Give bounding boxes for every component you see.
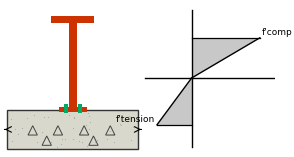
Bar (78, 104, 82, 113)
Bar (59, 107, 87, 112)
Bar (69, 16, 77, 110)
Text: f'tension: f'tension (116, 115, 155, 124)
Bar (51, 16, 94, 23)
Polygon shape (192, 38, 260, 78)
Bar (64, 104, 68, 113)
Bar (7, 110, 138, 149)
Polygon shape (157, 78, 192, 125)
Text: f'comp: f'comp (262, 28, 293, 37)
